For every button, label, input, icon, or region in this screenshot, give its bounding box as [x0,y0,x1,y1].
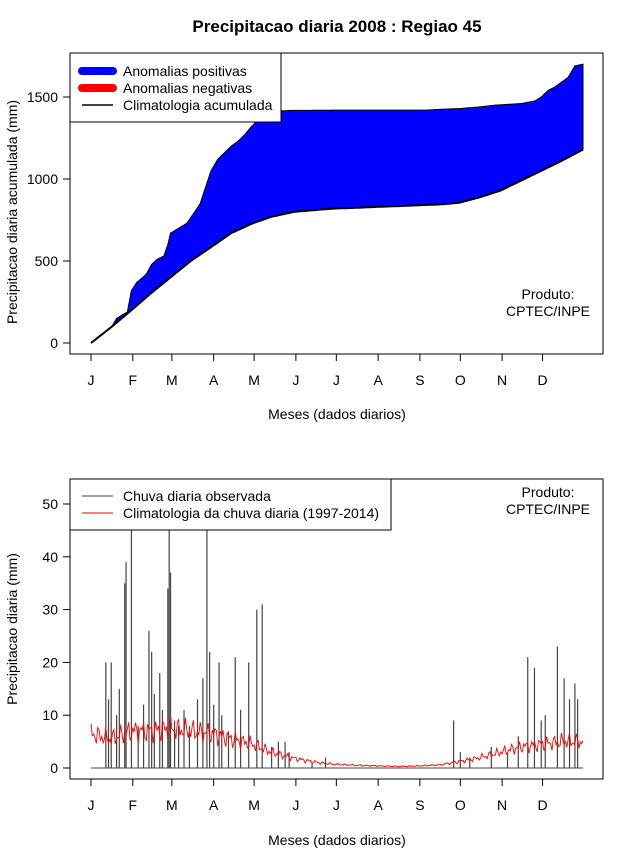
daily-y-label: Precipitacao diaria (mm) [4,553,20,705]
x-tick-label: J [333,372,340,388]
y-tick-label: 10 [42,707,58,723]
cumulative-product-label: Produto: [522,286,575,302]
x-tick-label: J [292,797,299,813]
legend-label-positive: Anomalias positivas [123,63,247,79]
x-tick-label: M [248,797,260,813]
cumulative-y-label: Precipitacao diaria acumulada (mm) [4,100,20,324]
y-tick-label: 30 [42,602,58,618]
y-tick-label: 20 [42,654,58,670]
x-tick-label: J [88,797,95,813]
daily-climatology-line [90,715,584,768]
legend-label-observed: Chuva diaria observada [123,488,271,504]
x-tick-label: A [373,372,383,388]
cumulative-y-axis: 0 500 1000 1500 [27,89,70,351]
x-tick-label: M [166,372,178,388]
x-tick-label: J [292,372,299,388]
cumulative-chart: 0 500 1000 1500 J F M A M J J A S O N D Meses (dados d… [4,52,604,422]
x-tick-label: F [129,797,138,813]
legend-label-negative: Anomalias negativas [123,80,252,96]
x-tick-label: O [455,797,466,813]
y-tick-label: 40 [42,549,58,565]
climatology-cumulative-line [90,148,584,344]
x-tick-label: M [166,797,178,813]
x-tick-label: J [333,797,340,813]
y-tick-label: 1000 [27,171,58,187]
daily-x-label: Meses (dados diarios) [268,832,406,848]
daily-y-axis: 0 10 20 30 40 50 [42,496,70,776]
legend-label-climatology: Climatologia acumulada [123,97,273,113]
y-tick-label: 0 [50,335,58,351]
x-tick-label: D [537,797,547,813]
y-tick-label: 0 [50,760,58,776]
cumulative-legend: Anomalias positivas Anomalias negativas … [69,52,282,123]
x-tick-label: J [88,372,95,388]
daily-product-source: CPTEC/INPE [506,501,590,517]
x-tick-label: M [248,372,260,388]
legend-label-clim-daily: Climatologia da chuva diaria (1997-2014) [123,505,379,521]
x-tick-label: D [537,372,547,388]
x-tick-label: S [415,797,424,813]
x-tick-label: S [415,372,424,388]
x-tick-label: A [373,797,383,813]
x-tick-label: N [497,372,507,388]
x-tick-label: O [455,372,466,388]
y-tick-label: 50 [42,496,58,512]
daily-chart: 0 10 20 30 40 50 J F M A M J J A S O N D Meses (dados di… [4,478,604,848]
x-tick-label: A [209,797,219,813]
x-tick-label: A [209,372,219,388]
y-tick-label: 500 [35,253,59,269]
daily-legend: Chuva diaria observada Climatologia da c… [69,478,392,531]
figure-title: Precipitacao diaria 2008 : Regiao 45 [192,17,481,36]
x-tick-label: F [129,372,138,388]
daily-legend-box [69,478,392,531]
y-tick-label: 1500 [27,89,58,105]
cumulative-x-label: Meses (dados diarios) [268,406,406,422]
daily-product-label: Produto: [522,484,575,500]
x-tick-label: N [497,797,507,813]
cumulative-product-source: CPTEC/INPE [506,303,590,319]
